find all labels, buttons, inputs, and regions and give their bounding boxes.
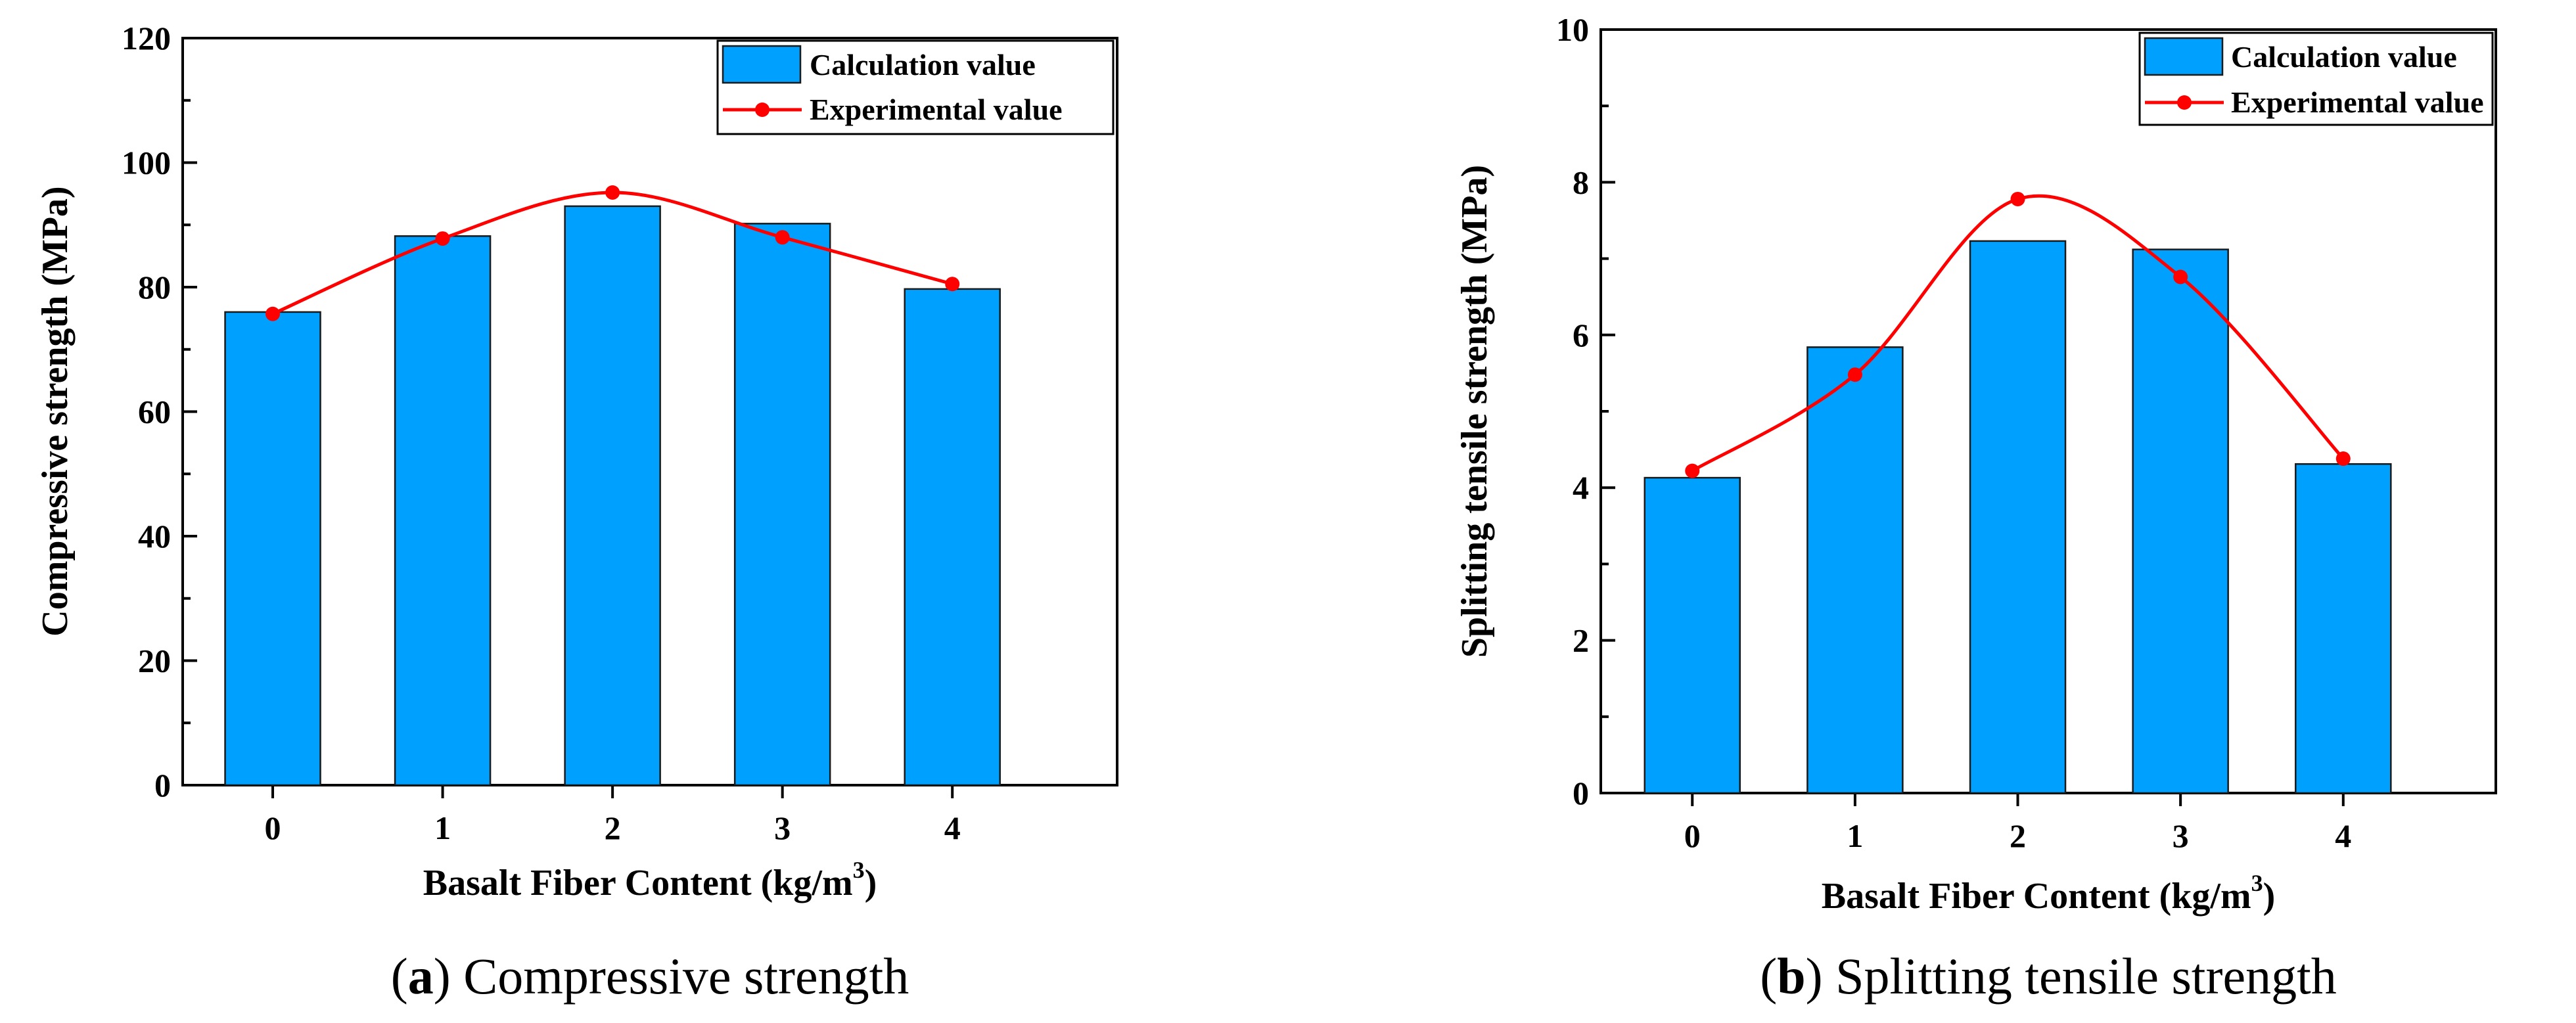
experimental-points: [1685, 191, 2351, 478]
bar-0: [1644, 476, 1741, 794]
legend-label-experimental: Experimental value: [2231, 85, 2484, 119]
y-tick-label: 6: [1573, 317, 1589, 353]
y-tick-label: 4: [1573, 469, 1589, 506]
y-tick-label: 0: [154, 767, 171, 804]
bar-3: [2132, 248, 2229, 794]
bar-2: [1969, 240, 2067, 794]
y-tick-label: 60: [138, 394, 171, 430]
bar-series-calculation: [1644, 240, 2392, 794]
legend-swatch-calculation: [2144, 37, 2224, 76]
y-axis-label: Splitting tensile strength (MPa): [1454, 165, 1495, 658]
x-tick-label: 1: [1847, 817, 1863, 854]
experimental-point-3: [775, 230, 790, 245]
x-axis-label: Basalt Fiber Content (kg/m3): [423, 857, 877, 903]
bar-1: [1806, 346, 1904, 794]
y-tick-label: 20: [138, 643, 171, 679]
experimental-point-0: [265, 306, 281, 321]
experimental-point-0: [1685, 463, 1700, 478]
experimental-point-2: [2010, 191, 2025, 206]
legend-label-calculation: Calculation value: [2231, 40, 2457, 74]
x-tick-label: 2: [2010, 817, 2026, 854]
x-tick-label: 3: [774, 809, 791, 846]
x-axis-ticks: 0 1 2 3 4: [1684, 793, 2351, 854]
caption-b: (b) Splitting tensile strength: [1760, 947, 2337, 1005]
x-tick-label: 3: [2173, 817, 2189, 854]
y-tick-label: 10: [1556, 11, 1589, 48]
legend-label-calculation: Calculation value: [810, 48, 1036, 81]
y-tick-label: 2: [1573, 622, 1589, 659]
experimental-point-4: [945, 277, 960, 292]
x-tick-label: 0: [1684, 817, 1701, 854]
experimental-point-1: [435, 231, 450, 246]
x-tick-label: 0: [265, 809, 281, 846]
x-tick-label: 1: [434, 809, 451, 846]
bar-0: [224, 311, 321, 786]
y-tick-label: 40: [138, 518, 171, 555]
bar-3: [733, 223, 831, 786]
experimental-point-2: [605, 185, 620, 200]
legend-marker-experimental: [755, 102, 770, 117]
y-axis-label: Compressive strength (MPa): [35, 186, 76, 636]
y-tick-label: 120: [122, 20, 171, 57]
x-tick-label: 4: [944, 809, 961, 846]
bar-2: [564, 205, 661, 786]
y-tick-label: 8: [1573, 164, 1589, 200]
x-axis-ticks: 0 1 2 3 4: [265, 785, 961, 846]
legend: Calculation value Experimental value: [2138, 32, 2494, 126]
panel-a-compressive-strength: 0 20 40 60 80 100 120 0 1 2 3 4 Calculation value …: [35, 20, 1118, 1005]
panel-b-splitting-tensile-strength: 0 2 4 6 8 10 0 1 2 3 4 Calculation value Experime…: [1454, 11, 2497, 1005]
y-tick-label: 0: [1573, 775, 1589, 811]
bar-4: [904, 288, 1001, 786]
experimental-point-4: [2335, 451, 2351, 466]
experimental-point-3: [2173, 269, 2188, 284]
legend-label-experimental: Experimental value: [810, 93, 1063, 126]
legend-swatch-calculation: [722, 45, 802, 84]
x-tick-label: 4: [2335, 817, 2351, 854]
legend: Calculation value Experimental value: [716, 39, 1115, 135]
x-tick-label: 2: [605, 809, 621, 846]
bar-4: [2295, 463, 2392, 794]
y-axis-ticks: 0 20 40 60 80 100 120: [122, 20, 197, 804]
x-axis-label: Basalt Fiber Content (kg/m3): [1822, 870, 2276, 917]
y-tick-label: 80: [138, 269, 171, 306]
legend-marker-experimental: [2177, 95, 2192, 110]
y-axis-ticks: 0 2 4 6 8 10: [1556, 11, 1615, 811]
bar-series-calculation: [224, 205, 1001, 786]
experimental-point-1: [1847, 367, 1862, 382]
bar-1: [394, 235, 492, 786]
caption-a: (a) Compressive strength: [391, 947, 909, 1005]
y-tick-label: 100: [122, 145, 171, 181]
experimental-points: [265, 185, 960, 321]
